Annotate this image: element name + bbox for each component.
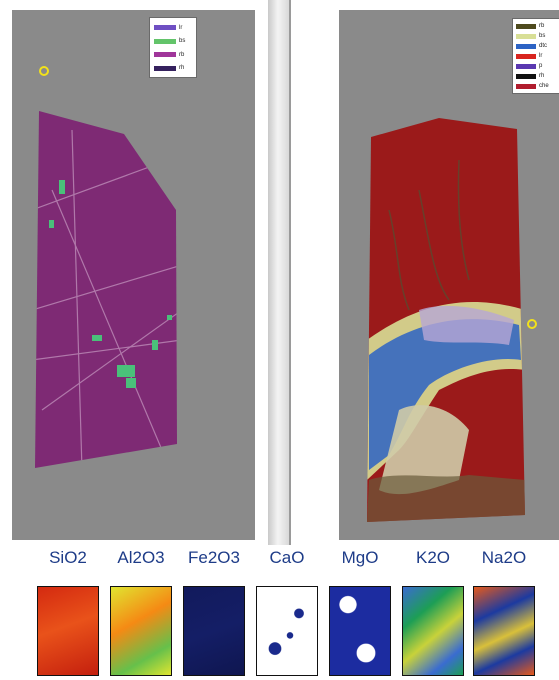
oxide-tile <box>329 586 391 676</box>
right-rock-map <box>367 118 525 522</box>
legend-label: rb <box>539 23 545 29</box>
left-location-marker <box>39 66 49 76</box>
oxide-tile <box>37 586 99 676</box>
legend-swatch <box>516 63 536 69</box>
legend-label: lr <box>539 53 543 59</box>
legend-swatch <box>516 33 536 39</box>
legend-label: rb <box>179 51 185 58</box>
left-map-panel: lr bs rb rh <box>12 10 255 540</box>
legend-swatch <box>516 83 536 89</box>
legend-label: che <box>539 83 549 89</box>
right-map-panel: rb bs dtc lr p rh che <box>339 10 559 540</box>
oxide-tile <box>110 586 172 676</box>
left-mineral-spots <box>49 180 172 388</box>
legend-swatch <box>154 25 176 31</box>
legend-item-bs: bs <box>154 35 196 49</box>
legend-item-dtc: dtc <box>516 41 559 51</box>
left-rock-slab <box>35 111 177 468</box>
legend-label: dtc <box>539 43 548 49</box>
oxide-label: Fe2O3 <box>188 548 240 567</box>
legend-item-lr: lr <box>516 51 559 61</box>
left-legend: lr bs rb rh <box>149 17 197 78</box>
legend-label: bs <box>179 38 186 45</box>
right-legend: rb bs dtc lr p rh che <box>512 18 559 94</box>
splitter-handle[interactable] <box>268 0 290 545</box>
oxide-tile <box>183 586 245 676</box>
oxide-label: MgO <box>341 548 379 567</box>
legend-swatch <box>154 52 176 58</box>
oxide-tile <box>402 586 464 676</box>
legend-item-rb: rb <box>516 21 559 31</box>
left-rock-map <box>35 111 177 468</box>
oxide-label: Na2O <box>481 548 527 567</box>
legend-item-lr: lr <box>154 21 196 35</box>
oxide-maps-row: SiO2 Al2O3 Fe2O3 CaO MgO K2O Na2O <box>0 548 559 680</box>
legend-item-p: p <box>516 61 559 71</box>
legend-swatch <box>154 38 176 44</box>
legend-item-bs: bs <box>516 31 559 41</box>
legend-swatch <box>516 23 536 29</box>
legend-label: rh <box>179 65 185 72</box>
legend-swatch <box>516 73 536 79</box>
oxide-label: CaO <box>269 548 305 567</box>
right-location-marker <box>527 319 537 329</box>
oxide-label: Al2O3 <box>117 548 165 567</box>
splitter-edge <box>289 0 291 545</box>
oxide-label: K2O <box>415 548 451 567</box>
legend-swatch <box>516 53 536 59</box>
legend-item-rb: rb <box>154 48 196 62</box>
oxide-tile <box>473 586 535 676</box>
legend-item-che: che <box>516 81 559 91</box>
legend-item-rh: rh <box>516 71 559 81</box>
legend-swatch <box>154 65 176 71</box>
legend-item-rh: rh <box>154 62 196 76</box>
legend-swatch <box>516 43 536 49</box>
oxide-label: SiO2 <box>49 548 87 567</box>
oxide-tile <box>256 586 318 676</box>
legend-label: p <box>539 63 543 69</box>
legend-label: lr <box>179 24 183 31</box>
legend-label: rh <box>539 73 545 79</box>
legend-label: bs <box>539 33 546 39</box>
